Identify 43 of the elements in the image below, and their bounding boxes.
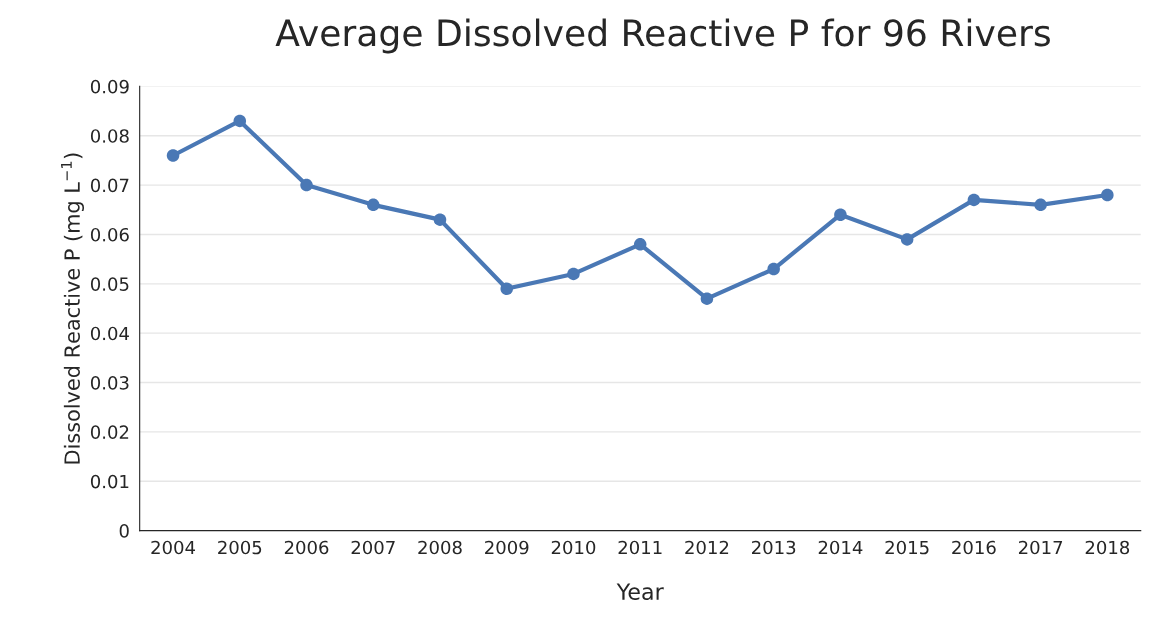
x-tick-label: 2010 [551, 540, 596, 555]
y-tick-label: 0.08 [90, 129, 129, 143]
chart-title: Average Dissolved Reactive P for 96 Rivers [275, 18, 1050, 54]
point [367, 198, 380, 212]
y-tick-label: 0.06 [90, 227, 129, 242]
x-tick-label: 2008 [418, 540, 462, 555]
y-tick-label: 0.05 [90, 277, 129, 291]
x-tick-label: 2013 [752, 540, 796, 555]
x-tick-label: 2016 [952, 540, 996, 555]
x-tick-label: 2015 [885, 540, 929, 555]
point [166, 149, 180, 162]
y-tick-label: 0 [119, 524, 129, 538]
x-tick-label: 2005 [218, 540, 262, 555]
y-tick-label: 0.02 [90, 425, 129, 440]
point [500, 282, 513, 296]
y-tick-label: 0.07 [90, 178, 129, 193]
point [233, 114, 247, 128]
point [700, 292, 714, 305]
y-axis-title: Dissolved Reactive P (mg L$^{−1}$) [61, 153, 85, 464]
x-tick-label: 2006 [284, 540, 329, 555]
y-tick-label: 0.01 [90, 474, 129, 489]
point [433, 213, 447, 226]
point [834, 208, 847, 221]
point [967, 193, 981, 207]
point [1034, 198, 1047, 212]
y-tick-label: 0.09 [90, 79, 129, 94]
x-tick-label: 2007 [351, 540, 395, 555]
x-tick-label: 2009 [485, 540, 529, 555]
point [300, 178, 313, 192]
point [767, 262, 780, 276]
x-tick-label: 2017 [1018, 540, 1063, 555]
y-tick-label: 0.03 [90, 376, 129, 390]
point [900, 233, 914, 246]
point [1101, 188, 1114, 202]
x-axis-title: Year [616, 583, 664, 601]
x-tick-label: 2018 [1085, 540, 1130, 555]
y-tick-label: 0.04 [90, 326, 129, 341]
x-tick-label: 2004 [151, 540, 196, 555]
x-tick-label: 2012 [685, 540, 729, 555]
x-tick-label: 2011 [618, 540, 662, 555]
point [633, 238, 647, 251]
point [567, 267, 580, 281]
x-tick-label: 2014 [818, 540, 863, 555]
